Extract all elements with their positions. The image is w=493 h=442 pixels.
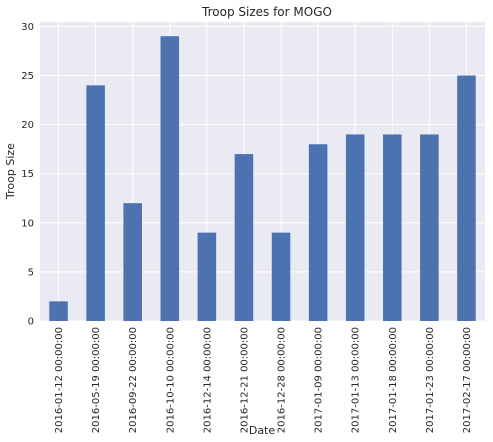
- y-tick-label: 0: [28, 317, 34, 328]
- y-tick-label: 15: [21, 169, 34, 180]
- x-tick-label: 2017-01-09 00:00:00: [314, 327, 325, 433]
- y-tick-label: 10: [21, 218, 34, 229]
- bar: [234, 154, 254, 321]
- x-tick-label: 2016-05-19 00:00:00: [91, 327, 102, 433]
- y-tick-label: 20: [21, 120, 34, 131]
- y-tick-label: 30: [21, 22, 34, 33]
- bar: [123, 203, 142, 321]
- x-tick-label: 2016-12-28 00:00:00: [277, 327, 288, 433]
- x-tick-label: 2016-01-12 00:00:00: [54, 327, 65, 433]
- y-tick-label: 25: [21, 71, 34, 82]
- x-axis-ticks: 2016-01-12 00:00:00 2016-05-19 00:00:00 20…: [54, 327, 473, 433]
- y-axis-ticks: 0 5 10 15 20 25 30: [21, 22, 34, 328]
- x-tick-label: 2016-12-14 00:00:00: [202, 327, 213, 433]
- plot-area: [40, 22, 485, 321]
- bar: [383, 134, 402, 321]
- bar: [308, 144, 328, 321]
- bar: [160, 36, 180, 321]
- y-tick-label: 5: [28, 267, 34, 278]
- bar: [420, 134, 439, 321]
- x-tick-label: 2017-01-13 00:00:00: [351, 327, 362, 433]
- x-axis-label: Date: [249, 424, 276, 437]
- chart-title: Troop Sizes for MOGO: [201, 5, 332, 19]
- bars: [49, 36, 476, 322]
- x-tick-label: 2017-01-23 00:00:00: [425, 327, 436, 433]
- x-tick-label: 2016-10-10 00:00:00: [165, 327, 176, 433]
- bar: [49, 301, 68, 321]
- bar: [271, 232, 291, 321]
- x-tick-label: 2017-01-18 00:00:00: [388, 327, 399, 433]
- x-tick-label: 2016-12-21 00:00:00: [239, 327, 250, 433]
- bar: [457, 75, 476, 322]
- bar: [197, 232, 217, 321]
- bar: [345, 134, 365, 321]
- x-tick-label: 2017-02-17 00:00:00: [462, 327, 473, 433]
- bar: [86, 85, 105, 321]
- y-axis-label: Troop Size: [4, 143, 17, 200]
- x-tick-label: 2016-09-22 00:00:00: [128, 327, 139, 433]
